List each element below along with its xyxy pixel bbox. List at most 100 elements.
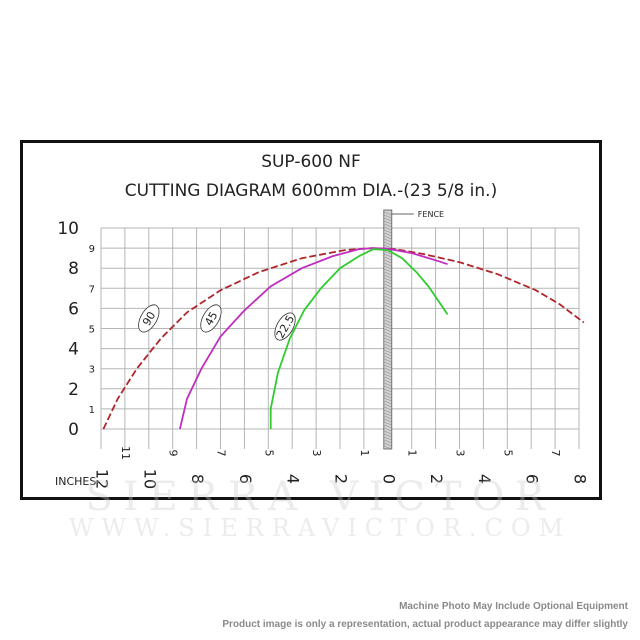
fence-hatch [383,364,392,369]
fence-hatch [383,304,392,309]
y-tick-label-minor: 3 [89,365,95,376]
fence-hatch [383,343,392,348]
fence-hatch [383,328,392,333]
fence-hatch [383,298,392,303]
x-tick-label: 5 [262,450,275,457]
fence-hatch [383,292,392,297]
fence-hatch [383,430,392,435]
fence-hatch [383,280,392,285]
series-curve-45 [179,247,448,430]
fence-hatch [383,232,392,237]
fence-hatch [383,337,392,342]
watermark-logo: SIERRA VICTOR [85,474,555,520]
series-label-text: 45 [202,309,220,328]
fence-hatch [383,391,392,396]
fence-hatch [383,286,392,291]
x-tick-label: 11 [119,446,132,460]
chart-subtitle: CUTTING DIAGRAM 600mm DIA.-(23 5/8 in.) [125,181,497,201]
cutting-diagram-chart: SUP-600 NF CUTTING DIAGRAM 600mm DIA.-(2… [55,152,590,489]
fence-hatch [383,361,392,366]
x-tick-label: 3 [310,450,323,457]
fence-hatch [383,418,392,423]
fence-hatch [383,424,392,429]
x-tick-label: 12 [93,469,112,489]
fence-hatch [383,334,392,339]
x-tick-label: 4 [284,474,303,484]
fence-hatch [383,217,392,222]
fence-hatch [383,445,392,450]
fence-hatch [383,307,392,312]
fence-hatch [383,211,392,216]
y-tick-label: 6 [68,299,79,319]
x-tick-label: 1 [406,450,419,457]
fence-hatch [383,241,392,246]
fence-hatch [383,439,392,444]
fence-label: FENCE [418,210,444,219]
fence-hatch [383,331,392,336]
fence-hatch [383,253,392,258]
fence-hatch [383,244,392,249]
fence-hatch [383,220,392,225]
fence-hatch [383,409,392,414]
fence-hatch [383,352,392,357]
fence-hatch [383,421,392,426]
fence-hatch [383,442,392,447]
x-tick-label: 8 [571,474,590,484]
x-tick-label: 8 [188,474,207,484]
fence-hatch [383,250,392,255]
fence-hatch [383,265,392,270]
x-tick-label: 7 [215,450,228,457]
fence-hatch [383,229,392,234]
fence-hatch [383,406,392,411]
series-label-90: 90 [138,304,160,333]
series-label-oval [138,304,160,333]
fence-hatch [383,433,392,438]
fence-hatch [383,283,392,288]
fence-hatch [383,400,392,405]
x-tick-label: 4 [475,474,494,484]
y-tick-label-minor: 5 [89,325,95,336]
footnote-representation: Product image is only a representation, … [222,619,628,630]
fence-hatch [383,223,392,228]
fence-hatch [383,370,392,375]
fence-hatch [383,382,392,387]
fence-hatch [383,385,392,390]
fence-hatch [383,313,392,318]
fence-hatch [383,310,392,315]
y-tick-label-minor: 7 [89,284,95,295]
y-tick-label: 10 [57,219,79,239]
y-tick-label-minor: 1 [89,405,95,416]
x-tick-label: 0 [379,474,398,484]
fence-hatch [383,412,392,417]
series-label-oval [200,304,222,333]
fence-hatch [383,355,392,360]
chart-title: SUP-600 NF [261,152,361,172]
series-label-oval [274,312,296,341]
fence-hatch [383,367,392,372]
x-tick-label: 5 [501,450,514,457]
fence-hatch [383,376,392,381]
fence-hatch [383,325,392,330]
fence-hatch [383,319,392,324]
series-label-45: 45 [200,304,222,333]
series-labels: 90 45 22.5 [138,304,297,341]
fence-hatch [383,349,392,354]
fence-hatch [383,340,392,345]
fence-hatch [383,415,392,420]
x-tick-label: 7 [549,450,562,457]
x-tick-label: 2 [427,474,446,484]
fence-hatch [383,295,392,300]
x-unit-label: INCHES [55,475,96,488]
fence-hatch [383,346,392,351]
series-curves [102,247,585,430]
x-tick-label: 6 [236,474,255,484]
x-tick-labels: 12 10 8 6 4 2 011 9 7 5 3 12 4 6 81 3 5 7 [93,446,590,489]
fence-hatch [383,274,392,279]
chart-frame: SUP-600 NF CUTTING DIAGRAM 600mm DIA.-(2… [20,140,602,500]
y-tick-label: 8 [68,259,79,279]
x-tick-label: 1 [358,450,371,457]
y-tick-label: 0 [68,420,79,440]
fence-hatch [383,403,392,408]
fence-hatch [383,358,392,363]
fence-hatch [383,238,392,243]
